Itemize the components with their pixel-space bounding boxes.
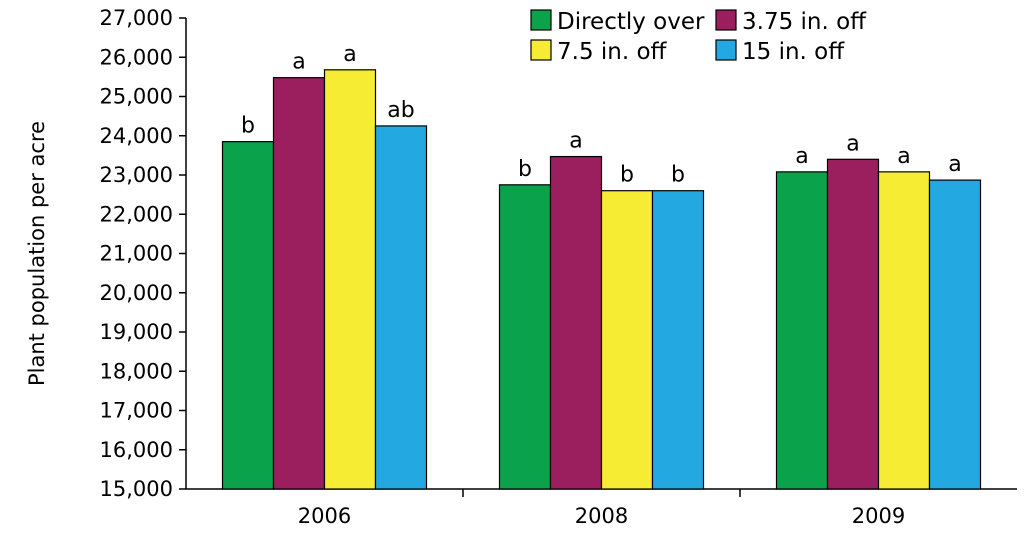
bar [221,141,275,490]
bar [877,171,931,490]
bar [775,171,829,490]
bar [651,190,705,490]
bar-data-label: a [569,129,582,154]
legend: Directly over 3.75 in. off 7.5 in. off 15 i… [530,9,867,65]
y-tick-label: 26,000 [100,45,173,69]
x-tick-label: 2008 [575,504,628,528]
y-tick-label: 15,000 [100,477,173,501]
y-tick-label: 24,000 [100,124,173,148]
bar-data-label: a [292,50,305,75]
y-tick-label: 27,000 [100,6,173,30]
bar-data-label: b [671,163,685,188]
legend-label: 15 in. off [742,39,845,65]
bar-data-label: a [846,131,859,156]
bar [600,190,654,490]
bar-data-label: b [518,157,532,182]
x-tick-label: 2009 [852,504,905,528]
y-tick-label: 22,000 [100,202,173,226]
legend-swatch [715,9,737,31]
x-tick-label: 2006 [298,504,351,528]
legend-label: 3.75 in. off [742,9,867,35]
y-tick-label: 18,000 [100,359,173,383]
bar [272,77,326,490]
y-tick-label: 23,000 [100,163,173,187]
bar [323,69,377,490]
legend-label: Directly over [557,9,705,35]
bars [221,69,982,490]
x-ticks: 2006 2008 2009 [298,489,905,528]
bar-data-label: b [241,114,255,139]
bar [374,125,428,490]
bar-data-label: ab [387,98,414,123]
y-tick-label: 25,000 [100,85,173,109]
bar [549,155,603,490]
bar [826,158,880,490]
bar [498,184,552,490]
bar [928,179,982,490]
bar-data-label: a [795,144,808,169]
bar-data-label: a [897,144,910,169]
y-tick-label: 16,000 [100,438,173,462]
legend-swatch [530,39,552,61]
bar-data-label: a [343,42,356,67]
y-tick-label: 17,000 [100,399,173,423]
legend-label: 7.5 in. off [557,39,668,65]
legend-swatch [530,9,552,31]
y-tick-label: 21,000 [100,242,173,266]
bar-data-label: a [948,152,961,177]
y-axis-label: Plant population per acre [25,121,49,386]
y-ticks: 15,000 16,000 17,000 18,000 19,000 20,000 21,0… [100,6,186,501]
y-tick-label: 20,000 [100,281,173,305]
bar-data-label: b [620,163,634,188]
y-tick-label: 19,000 [100,320,173,344]
legend-swatch [715,39,737,61]
